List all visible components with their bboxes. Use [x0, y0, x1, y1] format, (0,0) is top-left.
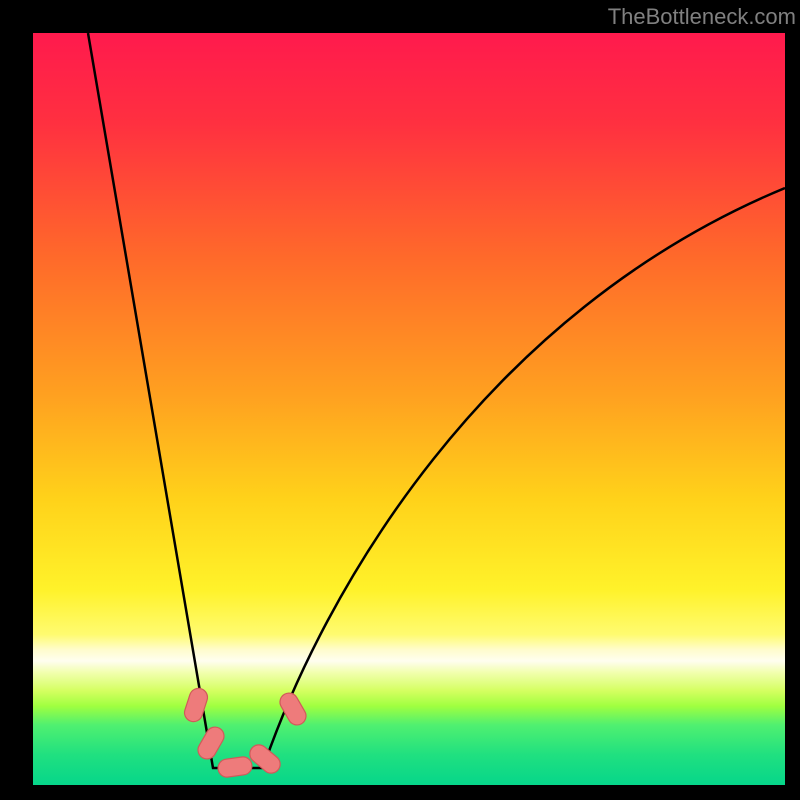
plot-area: [33, 33, 785, 785]
watermark-text: TheBottleneck.com: [608, 4, 796, 30]
chart-svg: [33, 33, 785, 785]
gradient-background: [33, 33, 785, 785]
